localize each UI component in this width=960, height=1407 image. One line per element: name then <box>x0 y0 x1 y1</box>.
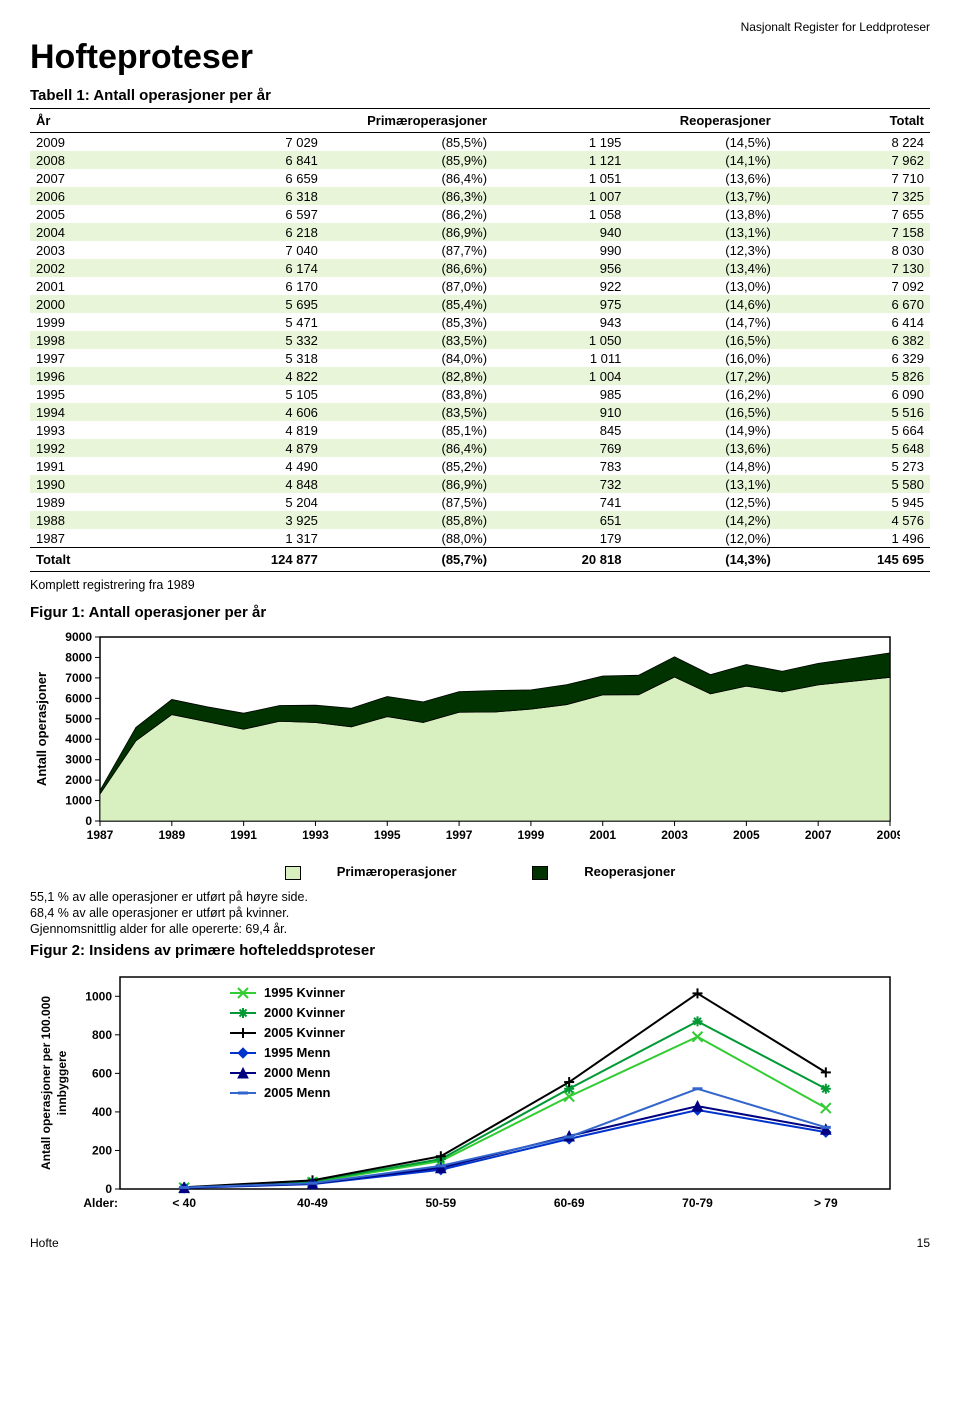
footer-left: Hofte <box>30 1236 59 1250</box>
table-row: 19914 490(85,2%)783(14,8%)5 273 <box>30 457 930 475</box>
svg-text:2000 Menn: 2000 Menn <box>264 1065 331 1080</box>
table-row: 19995 471(85,3%)943(14,7%)6 414 <box>30 313 930 331</box>
table-row: 20037 040(87,7%)990(12,3%)8 030 <box>30 241 930 259</box>
svg-text:50-59: 50-59 <box>425 1196 456 1210</box>
svg-text:Antall operasjoner per 100.000: Antall operasjoner per 100.000 <box>39 995 53 1169</box>
svg-text:Antall operasjoner: Antall operasjoner <box>34 672 49 786</box>
svg-text:60-69: 60-69 <box>554 1196 585 1210</box>
table-row: 19975 318(84,0%)1 011(16,0%)6 329 <box>30 349 930 367</box>
svg-text:1993: 1993 <box>302 828 329 842</box>
svg-text:1987: 1987 <box>87 828 114 842</box>
footer-right: 15 <box>917 1236 930 1250</box>
svg-text:7000: 7000 <box>65 671 92 685</box>
svg-text:1000: 1000 <box>85 989 112 1003</box>
svg-text:2003: 2003 <box>661 828 688 842</box>
table-row: 20097 029(85,5%)1 195(14,5%)8 224 <box>30 133 930 152</box>
table-row: 19895 204(87,5%)741(12,5%)5 945 <box>30 493 930 511</box>
svg-text:0: 0 <box>105 1182 112 1196</box>
table-row: 19924 879(86,4%)769(13,6%)5 648 <box>30 439 930 457</box>
table-row: 20056 597(86,2%)1 058(13,8%)7 655 <box>30 205 930 223</box>
table-row: 20086 841(85,9%)1 121(14,1%)7 962 <box>30 151 930 169</box>
svg-text:600: 600 <box>92 1066 112 1080</box>
svg-text:1995 Kvinner: 1995 Kvinner <box>264 985 345 1000</box>
svg-text:2005 Kvinner: 2005 Kvinner <box>264 1025 345 1040</box>
svg-text:2005: 2005 <box>733 828 760 842</box>
page-footer: Hofte 15 <box>30 1236 930 1250</box>
svg-text:1000: 1000 <box>65 794 92 808</box>
svg-text:< 40: < 40 <box>172 1196 196 1210</box>
col-year: År <box>30 109 151 133</box>
table-row: 19964 822(82,8%)1 004(17,2%)5 826 <box>30 367 930 385</box>
note-line: Gjennomsnittlig alder for alle opererte:… <box>30 922 930 936</box>
svg-text:2000 Kvinner: 2000 Kvinner <box>264 1005 345 1020</box>
table1-note: Komplett registrering fra 1989 <box>30 578 930 592</box>
svg-text:innbyggere: innbyggere <box>55 1050 69 1115</box>
table-row: 19904 848(86,9%)732(13,1%)5 580 <box>30 475 930 493</box>
svg-text:40-49: 40-49 <box>297 1196 328 1210</box>
col-reop: Reoperasjoner <box>493 109 777 133</box>
svg-text:9000: 9000 <box>65 630 92 644</box>
svg-text:2007: 2007 <box>805 828 832 842</box>
svg-text:70-79: 70-79 <box>682 1196 713 1210</box>
header-org: Nasjonalt Register for Leddproteser <box>30 20 930 34</box>
legend-swatch-primary <box>285 866 301 880</box>
table-row: 20076 659(86,4%)1 051(13,6%)7 710 <box>30 169 930 187</box>
svg-text:1989: 1989 <box>158 828 185 842</box>
fig1-legend: Primæroperasjoner Reoperasjoner <box>30 864 930 880</box>
fig2-title: Figur 2: Insidens av primære hofteleddsp… <box>30 942 930 959</box>
col-primary: Primæroperasjoner <box>151 109 494 133</box>
svg-text:2005 Menn: 2005 Menn <box>264 1085 331 1100</box>
table-row: 20046 218(86,9%)940(13,1%)7 158 <box>30 223 930 241</box>
svg-text:2000: 2000 <box>65 773 92 787</box>
legend-primary: Primæroperasjoner <box>337 864 457 879</box>
svg-text:2009: 2009 <box>877 828 900 842</box>
table-row: 20005 695(85,4%)975(14,6%)6 670 <box>30 295 930 313</box>
svg-text:6000: 6000 <box>65 691 92 705</box>
table-row: 19883 925(85,8%)651(14,2%)4 576 <box>30 511 930 529</box>
note-line: 68,4 % av alle operasjoner er utført på … <box>30 906 930 920</box>
svg-text:1997: 1997 <box>446 828 473 842</box>
fig1-svg: 0 1000 2000 3000 4000 5000 6000 7000 8000 9000 198… <box>30 629 900 849</box>
fig2-svg: 0 200 400 600 800 1000 < 40 40-49 50-59 60-69 70-7… <box>30 967 900 1217</box>
table-row: 19955 105(83,8%)985(16,2%)6 090 <box>30 385 930 403</box>
svg-text:800: 800 <box>92 1027 112 1041</box>
fig1-chart: 0 1000 2000 3000 4000 5000 6000 7000 8000 9000 198… <box>30 629 930 854</box>
page-title: Hofteproteser <box>30 38 930 77</box>
table-row: 19944 606(83,5%)910(16,5%)5 516 <box>30 403 930 421</box>
table-total-row: Totalt124 877(85,7%)20 818(14,3%)145 695 <box>30 548 930 572</box>
table-row: 19871 317(88,0%)179(12,0%)1 496 <box>30 529 930 548</box>
table1-title: Tabell 1: Antall operasjoner per år <box>30 87 930 104</box>
table-row: 20026 174(86,6%)956(13,4%)7 130 <box>30 259 930 277</box>
table-row: 20066 318(86,3%)1 007(13,7%)7 325 <box>30 187 930 205</box>
svg-text:1999: 1999 <box>518 828 545 842</box>
legend-reop: Reoperasjoner <box>584 864 675 879</box>
svg-text:> 79: > 79 <box>814 1196 838 1210</box>
table-row: 19985 332(83,5%)1 050(16,5%)6 382 <box>30 331 930 349</box>
note-line: 55,1 % av alle operasjoner er utført på … <box>30 890 930 904</box>
svg-text:5000: 5000 <box>65 712 92 726</box>
notes-block: 55,1 % av alle operasjoner er utført på … <box>30 890 930 936</box>
svg-text:0: 0 <box>85 814 92 828</box>
col-total: Totalt <box>777 109 930 133</box>
table-row: 19934 819(85,1%)845(14,9%)5 664 <box>30 421 930 439</box>
svg-text:200: 200 <box>92 1143 112 1157</box>
svg-text:1991: 1991 <box>230 828 257 842</box>
svg-text:3000: 3000 <box>65 753 92 767</box>
legend-swatch-reop <box>532 866 548 880</box>
svg-text:Alder:: Alder: <box>83 1196 118 1210</box>
fig1-title: Figur 1: Antall operasjoner per år <box>30 604 930 621</box>
fig2-chart: 0 200 400 600 800 1000 < 40 40-49 50-59 60-69 70-7… <box>30 967 930 1222</box>
table1: År Primæroperasjoner Reoperasjoner Total… <box>30 108 930 572</box>
svg-text:1995 Menn: 1995 Menn <box>264 1045 331 1060</box>
svg-text:400: 400 <box>92 1104 112 1118</box>
svg-text:8000: 8000 <box>65 650 92 664</box>
svg-text:4000: 4000 <box>65 732 92 746</box>
svg-text:2001: 2001 <box>589 828 616 842</box>
svg-text:1995: 1995 <box>374 828 401 842</box>
table-row: 20016 170(87,0%)922(13,0%)7 092 <box>30 277 930 295</box>
